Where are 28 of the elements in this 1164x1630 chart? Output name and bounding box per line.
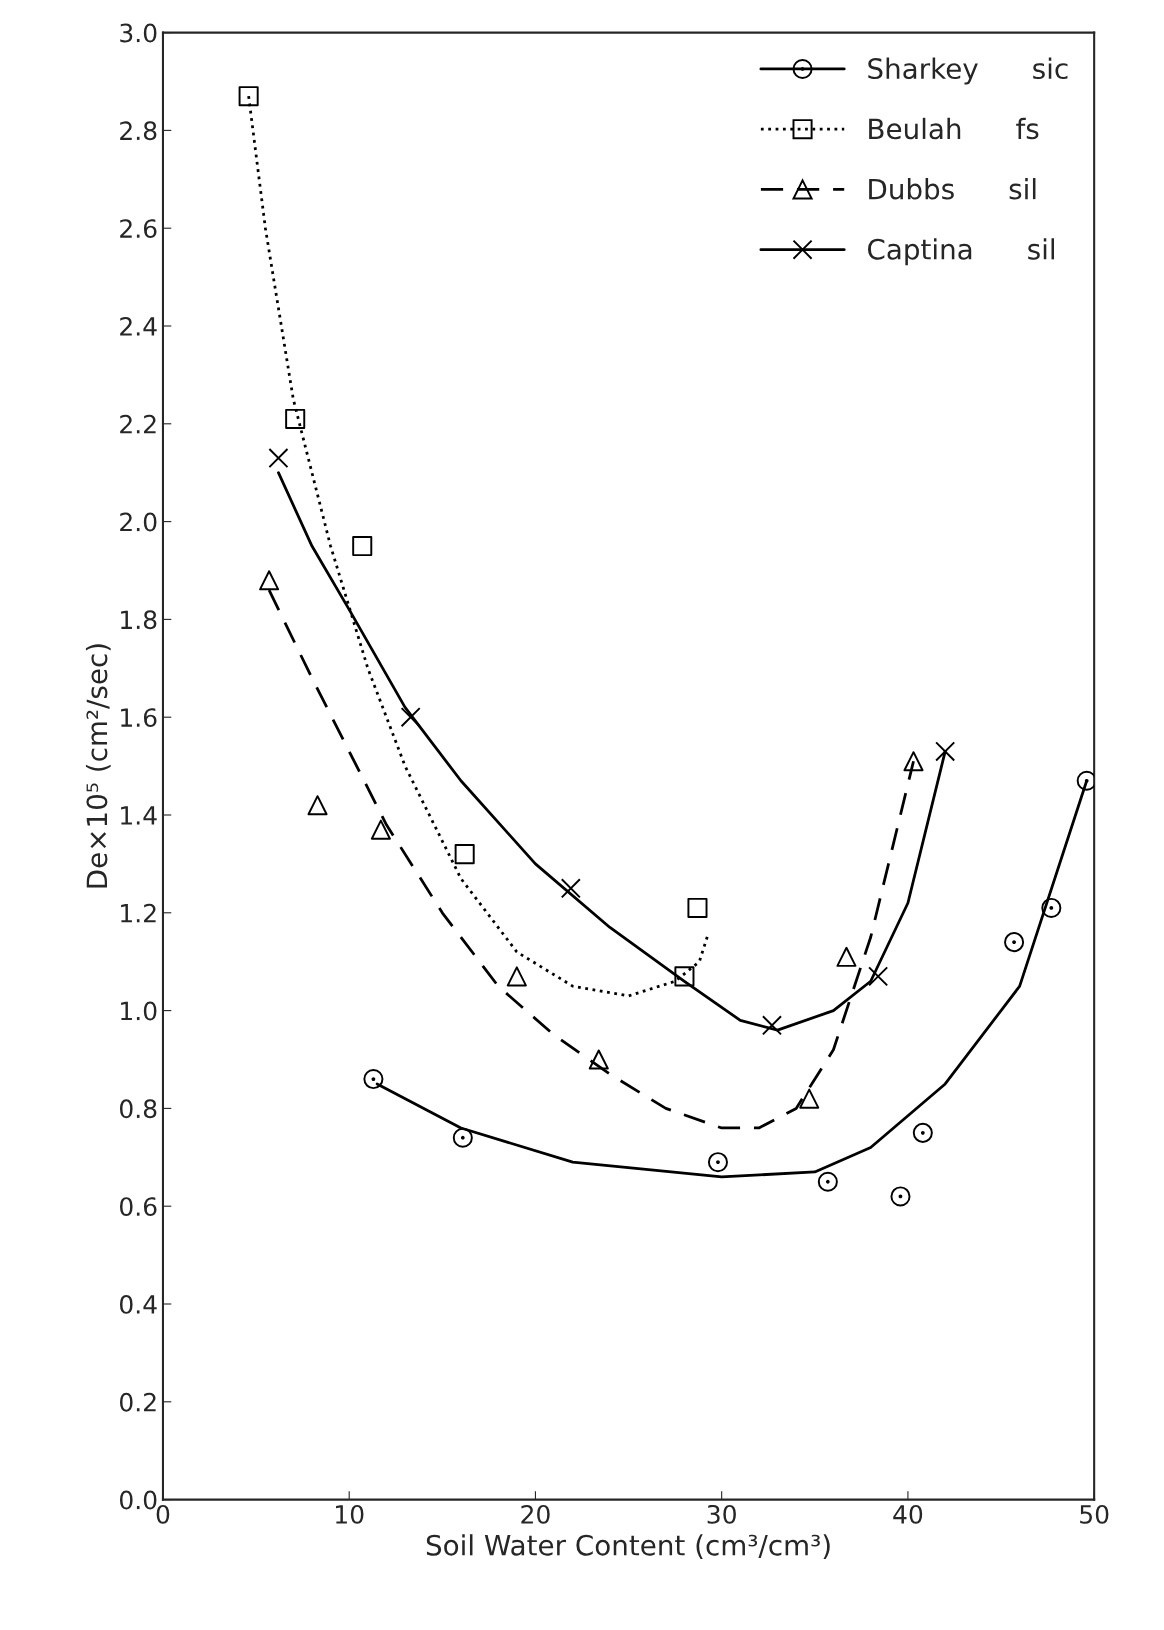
y-tick-label: 2.0: [120, 512, 157, 532]
y-tick-label: 1.6: [121, 708, 157, 728]
y-tick-label: 2.8: [120, 121, 157, 141]
y-tick-label: 2.2: [120, 414, 156, 434]
legend-label: Sharkey sic: [868, 57, 1068, 85]
legend-label: Captina sil: [868, 238, 1055, 266]
x-tick-label: 50: [1080, 1504, 1109, 1524]
legend-label: Dubbs sil: [869, 178, 1036, 200]
y-tick-label: 1.8: [121, 610, 157, 630]
legend-label: Beulah fs: [869, 117, 1039, 140]
x-tick-label: 40: [893, 1504, 923, 1524]
x-tick-label: 30: [707, 1504, 736, 1524]
y-tick-label: 0.0: [119, 1490, 157, 1510]
y-tick-label: 0.6: [119, 1197, 157, 1217]
y-tick-label: 2.6: [120, 219, 157, 239]
y-tick-label: 0.2: [119, 1392, 156, 1412]
x-axis-title: Soil Water Content (cm³/cm³): [426, 1534, 830, 1559]
x-tick-label: 0: [156, 1504, 170, 1524]
x-tick-label: 10: [336, 1504, 364, 1524]
y-tick-label: 1.4: [121, 806, 157, 825]
x-tick-label: 20: [521, 1504, 550, 1524]
y-tick-label: 2.4: [120, 316, 157, 336]
y-axis-title: De×10⁵ (cm²/sec): [85, 644, 111, 888]
y-tick-label: 0.4: [119, 1294, 157, 1314]
y-tick-label: 3.0: [120, 23, 157, 43]
y-tick-label: 1.2: [121, 903, 156, 923]
y-tick-label: 0.8: [119, 1099, 157, 1119]
y-tick-label: 1.0: [121, 1001, 157, 1021]
